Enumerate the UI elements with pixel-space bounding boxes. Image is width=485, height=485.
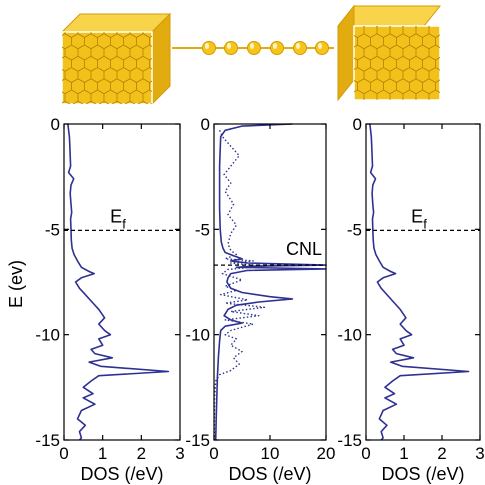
- right-electrode-dos-y-tick-label: -5: [347, 220, 362, 239]
- chain-dos-frame: [213, 123, 327, 441]
- right-electrode-dos-y-tick-label: -10: [337, 326, 362, 345]
- gold-electrode-left-icon: [60, 12, 172, 106]
- chain-dos-x-tick-label: 20: [317, 444, 336, 463]
- left-electrode-dos-series-solid-line: [67, 123, 170, 441]
- chain-dos-y-tick-label: -10: [185, 326, 210, 345]
- right-electrode-dos-y-tick-label: 0: [353, 115, 362, 134]
- chain-dos-x-tick-label: 10: [261, 444, 280, 463]
- right-electrode-dos-x-tick-label: 2: [437, 444, 446, 463]
- left-electrode-dos-x-tick-label: 0: [59, 444, 68, 463]
- left-electrode-dos-x-tick-label: 1: [98, 444, 107, 463]
- right-electrode-dos-series-solid-line: [369, 123, 470, 441]
- right-electrode-dos-x-tick-label: 3: [475, 444, 484, 463]
- chain-dos-x-axis-label: DOS (/eV): [228, 464, 311, 484]
- left-electrode-dos-y-tick-label: -10: [35, 326, 60, 345]
- right-electrode-dos-frame: [365, 123, 481, 441]
- right-electrode-dos-x-axis-label: DOS (/eV): [381, 464, 464, 484]
- y-axis-label: E (ev): [6, 260, 26, 308]
- right-electrode-dos-y-tick-label: -15: [337, 431, 362, 450]
- left-electrode-dos-x-tick-label: 3: [175, 444, 184, 463]
- left-electrode-dos-y-tick-label: -5: [45, 220, 60, 239]
- gold-electrode-right-icon: [336, 4, 442, 102]
- right-electrode-dos-fermi-label: Ef: [411, 206, 427, 231]
- left-electrode-dos-fermi-label: Ef: [110, 206, 126, 231]
- chain-dos-y-tick-label: 0: [201, 115, 210, 134]
- chain-dos-cnl-label: CNL: [286, 239, 322, 259]
- chain-dos-y-tick-label: -15: [185, 431, 210, 450]
- atom-chain-icon: [172, 41, 334, 55]
- schematic: [60, 4, 442, 106]
- left-electrode-dos-y-tick-label: -15: [35, 431, 60, 450]
- chain-dos-y-tick-label: -5: [195, 220, 210, 239]
- left-electrode-dos-frame: [63, 123, 181, 441]
- chain-dos-x-tick-label: 0: [209, 444, 218, 463]
- left-electrode-dos-y-tick-label: 0: [51, 115, 60, 134]
- right-electrode-dos-x-tick-label: 1: [399, 444, 408, 463]
- left-electrode-dos-x-axis-label: DOS (/eV): [80, 464, 163, 484]
- left-electrode-dos-x-tick-label: 2: [137, 444, 146, 463]
- chain-dos-series-solid-line: [214, 123, 327, 441]
- right-electrode-dos-x-tick-label: 0: [361, 444, 370, 463]
- chain-dos-series-dotted-line: [213, 130, 266, 441]
